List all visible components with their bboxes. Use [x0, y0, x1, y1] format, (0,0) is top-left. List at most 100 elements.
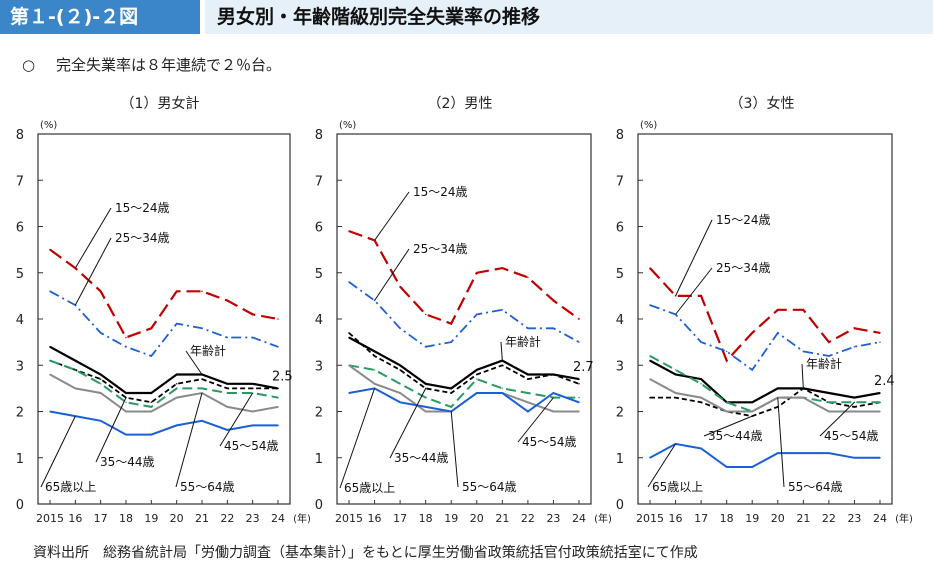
- bullet-circle: ○: [22, 56, 36, 74]
- leader-line: [675, 267, 713, 315]
- series-line-年齢計: [348, 336, 580, 390]
- data-point: [251, 382, 254, 385]
- data-point: [424, 396, 427, 399]
- data-point: [49, 410, 51, 413]
- series-annotation: 45～54歳: [224, 439, 279, 453]
- data-point: [226, 406, 229, 408]
- data-point: [348, 281, 350, 283]
- series-annotation: 25～34歳: [716, 261, 771, 275]
- data-point: [125, 392, 127, 394]
- data-point: [277, 396, 279, 399]
- data-point: [49, 359, 51, 362]
- data-point: [348, 364, 350, 367]
- data-point: [501, 387, 504, 390]
- series-line-65歳以上: [348, 387, 580, 413]
- data-point: [175, 290, 178, 293]
- y-tick-label: 7: [315, 174, 323, 189]
- x-tick-label: 22: [822, 512, 836, 525]
- data-point: [277, 387, 279, 390]
- data-point: [201, 387, 203, 390]
- data-point: [201, 327, 203, 330]
- data-point: [853, 345, 856, 348]
- data-point: [348, 392, 350, 394]
- y-tick-label: 8: [616, 128, 624, 143]
- data-point: [828, 341, 830, 343]
- leader-line: [647, 443, 676, 488]
- figure-label: 第１-(２)-２図: [0, 0, 200, 34]
- series-line-65歳以上: [649, 442, 880, 468]
- x-tick-label: 2015: [36, 512, 64, 525]
- y-tick-label: 7: [16, 174, 24, 189]
- data-point: [802, 396, 805, 399]
- y-tick-label: 0: [616, 498, 624, 513]
- y-tick-label: 7: [616, 174, 624, 189]
- x-tick-label: 19: [144, 512, 158, 525]
- series-annotation: 年齢計: [505, 334, 541, 349]
- data-point: [99, 373, 102, 376]
- data-point: [674, 369, 677, 371]
- y-tick-label: 6: [16, 221, 24, 236]
- data-point: [501, 392, 504, 394]
- source-note: 資料出所 総務省統計局「労働力調査（基本集計）」をもとに厚生労働省政策統括官付政…: [33, 545, 698, 561]
- data-point: [725, 410, 728, 413]
- series-line-15～24歳: [348, 230, 580, 325]
- y-tick-label: 2: [315, 406, 323, 421]
- data-point: [475, 392, 478, 394]
- series-line-25～34歳: [348, 281, 580, 348]
- data-point: [552, 392, 555, 394]
- data-point: [424, 410, 427, 413]
- series-annotation: 35～44歳: [708, 429, 763, 443]
- data-point: [674, 396, 677, 399]
- data-point: [150, 410, 153, 413]
- data-point: [251, 410, 254, 413]
- data-point: [277, 345, 279, 348]
- series-annotation: 45～54歳: [824, 429, 879, 443]
- data-point: [175, 322, 178, 325]
- figure-header: 第１-(２)-２図 男女別・年齢階級別完全失業率の推移: [0, 0, 933, 34]
- x-tick-label: 21: [195, 512, 209, 525]
- leader-line: [450, 411, 459, 488]
- series-annotation: 65歳以上: [45, 480, 96, 494]
- data-point: [879, 332, 881, 334]
- data-point: [552, 299, 555, 302]
- data-point: [475, 271, 478, 274]
- data-point: [373, 350, 376, 353]
- x-tick-label: 19: [444, 512, 458, 525]
- x-axis-unit: (年): [895, 512, 913, 525]
- data-point: [776, 387, 779, 390]
- data-point: [527, 378, 529, 380]
- data-point: [725, 350, 728, 353]
- series-line-35～44歳: [49, 359, 278, 404]
- data-point: [527, 373, 529, 376]
- y-tick-label: 0: [16, 498, 24, 513]
- data-point: [348, 230, 350, 232]
- series-annotation: 65歳以上: [652, 480, 703, 494]
- leader-line: [801, 363, 804, 389]
- data-point: [74, 387, 77, 390]
- data-point: [828, 401, 830, 404]
- x-axis-unit: (年): [293, 512, 311, 525]
- data-point: [578, 396, 580, 399]
- data-point: [125, 345, 127, 348]
- leader-line: [40, 415, 76, 488]
- data-point: [201, 290, 203, 293]
- y-tick-label: 5: [616, 267, 624, 282]
- data-point: [649, 456, 651, 459]
- data-point: [150, 355, 153, 357]
- data-point: [501, 267, 504, 269]
- x-tick-label: 16: [368, 512, 382, 525]
- y-axis-unit: (%): [339, 120, 356, 131]
- data-point: [175, 382, 178, 385]
- summary-line: ○ 完全失業率は８年連続で２％台。: [22, 54, 281, 75]
- data-point: [399, 392, 401, 394]
- data-point: [879, 456, 881, 459]
- data-point: [201, 378, 203, 380]
- end-value-label: 2.4: [874, 374, 895, 389]
- x-tick-label: 17: [94, 512, 108, 525]
- data-point: [578, 378, 580, 380]
- series-annotation: 45～54歳: [522, 435, 577, 449]
- data-point: [725, 401, 728, 404]
- data-point: [226, 392, 229, 394]
- leader-line: [517, 397, 554, 443]
- series-annotation: 55～64歳: [462, 480, 517, 494]
